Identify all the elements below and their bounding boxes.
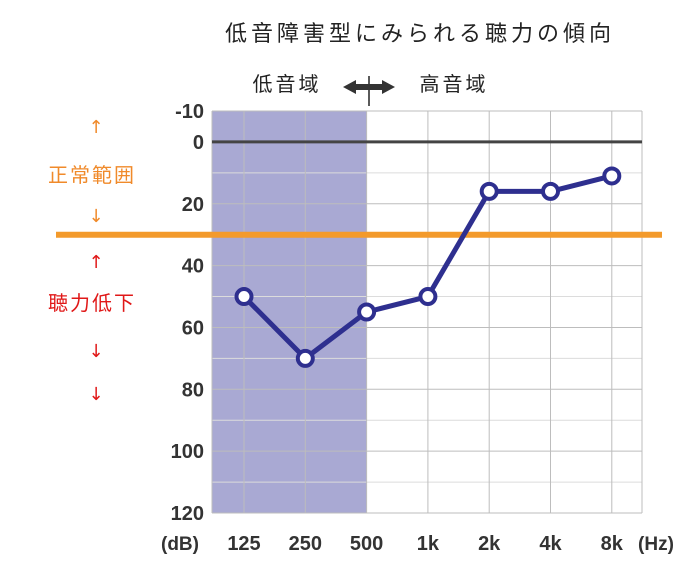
normal-range-annotation: ↑ 正常範囲 ↓ [48, 117, 136, 227]
y-tick-label: 0 [193, 132, 204, 154]
data-point [541, 181, 560, 201]
data-point [234, 287, 254, 307]
down-arrow-icon: ↓ [88, 206, 103, 227]
hearing-loss-label: 聴力低下 [48, 291, 136, 315]
data-point [357, 302, 377, 322]
normal-range-label: 正常範囲 [48, 163, 136, 187]
y-tick-label: -10 [175, 101, 204, 123]
y-tick-label: 120 [171, 503, 204, 525]
x-tick-label: 2k [478, 533, 501, 555]
plot-area: -10 0 20 40 60 80 100 120 125 250 500 1k 2k 4k 8k [56, 101, 662, 555]
x-tick-label: 125 [227, 533, 260, 555]
low-band-label: 低音域 [253, 72, 322, 96]
up-arrow-icon: ↑ [88, 117, 103, 138]
y-tick-label: 80 [182, 379, 204, 401]
x-tick-label: 8k [601, 533, 624, 555]
high-band-label: 高音域 [420, 72, 489, 96]
up-arrow-icon: ↑ [88, 252, 103, 273]
y-unit-label: (dB) [161, 534, 199, 555]
y-tick-label: 40 [182, 256, 204, 278]
data-point [602, 166, 622, 186]
down-arrow-icon: ↓ [88, 384, 103, 405]
y-tick-label: 100 [171, 441, 204, 463]
x-unit-label: (Hz) [638, 534, 674, 555]
chart-title: 低音障害型にみられる聴力の傾向 [225, 22, 615, 47]
band-divider-arrow-icon [343, 76, 395, 106]
x-tick-label: 250 [289, 533, 322, 555]
data-point [295, 348, 315, 368]
x-tick-label: 1k [417, 533, 440, 555]
data-point [479, 181, 499, 201]
low-frequency-band [212, 111, 367, 513]
y-tick-label: 60 [182, 317, 204, 339]
hearing-loss-annotation: ↑ 聴力低下 ↓ ↓ [48, 252, 136, 405]
down-arrow-icon: ↓ [88, 341, 103, 362]
y-tick-label: 20 [182, 194, 204, 216]
x-tick-label: 4k [539, 533, 562, 555]
data-point [418, 287, 438, 307]
x-tick-label: 500 [350, 533, 383, 555]
